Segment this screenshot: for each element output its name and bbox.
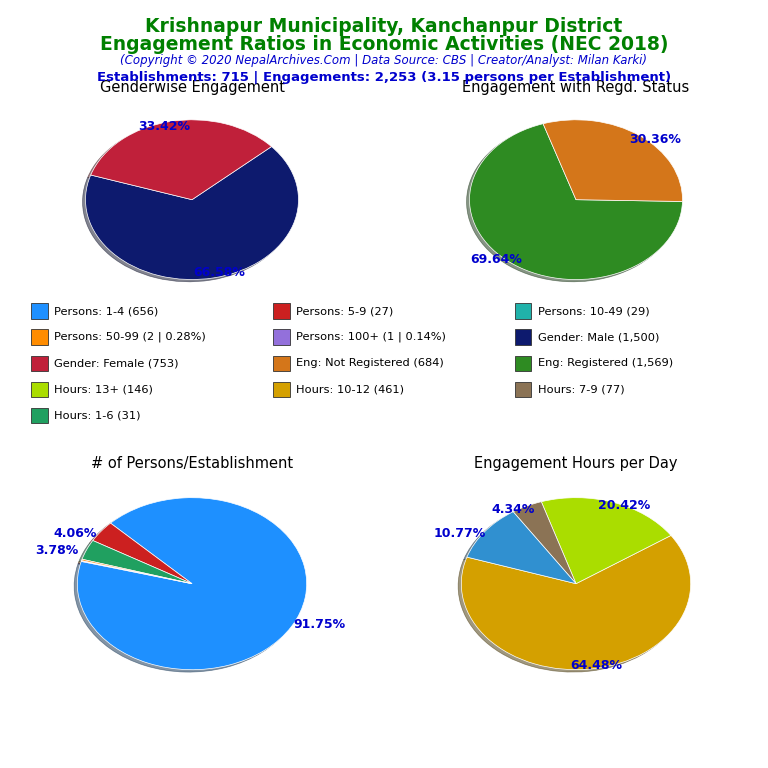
Title: Engagement Hours per Day: Engagement Hours per Day (475, 456, 677, 471)
Title: # of Persons/Establishment: # of Persons/Establishment (91, 456, 293, 471)
Text: Krishnapur Municipality, Kanchanpur District: Krishnapur Municipality, Kanchanpur Dist… (145, 17, 623, 36)
Text: 30.36%: 30.36% (630, 133, 681, 146)
Text: Gender: Male (1,500): Gender: Male (1,500) (538, 332, 659, 343)
Text: Hours: 1-6 (31): Hours: 1-6 (31) (54, 410, 141, 421)
Text: 20.42%: 20.42% (598, 499, 650, 512)
Text: Hours: 10-12 (461): Hours: 10-12 (461) (296, 384, 404, 395)
Text: 66.58%: 66.58% (194, 266, 245, 280)
Text: 3.78%: 3.78% (35, 545, 79, 558)
Text: 91.75%: 91.75% (293, 618, 346, 631)
Wedge shape (78, 498, 306, 670)
Wedge shape (543, 120, 683, 201)
Wedge shape (467, 511, 576, 584)
Wedge shape (469, 124, 683, 280)
Text: Engagement Ratios in Economic Activities (NEC 2018): Engagement Ratios in Economic Activities… (100, 35, 668, 54)
Text: Gender: Female (753): Gender: Female (753) (54, 358, 178, 369)
Text: 64.48%: 64.48% (571, 659, 623, 672)
Title: Genderwise Engagement: Genderwise Engagement (100, 80, 284, 94)
Wedge shape (93, 523, 192, 584)
Wedge shape (462, 535, 690, 670)
Text: Persons: 50-99 (2 | 0.28%): Persons: 50-99 (2 | 0.28%) (54, 332, 206, 343)
Text: Eng: Not Registered (684): Eng: Not Registered (684) (296, 358, 443, 369)
Wedge shape (82, 541, 192, 584)
Text: (Copyright © 2020 NepalArchives.Com | Data Source: CBS | Creator/Analyst: Milan : (Copyright © 2020 NepalArchives.Com | Da… (121, 54, 647, 67)
Text: Persons: 100+ (1 | 0.14%): Persons: 100+ (1 | 0.14%) (296, 332, 445, 343)
Text: Hours: 13+ (146): Hours: 13+ (146) (54, 384, 153, 395)
Wedge shape (85, 147, 299, 280)
Text: 4.34%: 4.34% (492, 502, 535, 515)
Wedge shape (81, 559, 192, 584)
Text: Persons: 1-4 (656): Persons: 1-4 (656) (54, 306, 158, 316)
Wedge shape (513, 502, 576, 584)
Wedge shape (541, 498, 671, 584)
Text: Persons: 5-9 (27): Persons: 5-9 (27) (296, 306, 393, 316)
Text: Establishments: 715 | Engagements: 2,253 (3.15 persons per Establishment): Establishments: 715 | Engagements: 2,253… (97, 71, 671, 84)
Wedge shape (91, 120, 272, 200)
Text: Hours: 7-9 (77): Hours: 7-9 (77) (538, 384, 624, 395)
Text: 69.64%: 69.64% (471, 253, 522, 266)
Text: Eng: Registered (1,569): Eng: Registered (1,569) (538, 358, 673, 369)
Text: 33.42%: 33.42% (139, 120, 190, 133)
Text: Persons: 10-49 (29): Persons: 10-49 (29) (538, 306, 649, 316)
Title: Engagement with Regd. Status: Engagement with Regd. Status (462, 80, 690, 94)
Text: 4.06%: 4.06% (54, 527, 97, 540)
Text: 10.77%: 10.77% (433, 527, 485, 540)
Wedge shape (81, 561, 192, 584)
